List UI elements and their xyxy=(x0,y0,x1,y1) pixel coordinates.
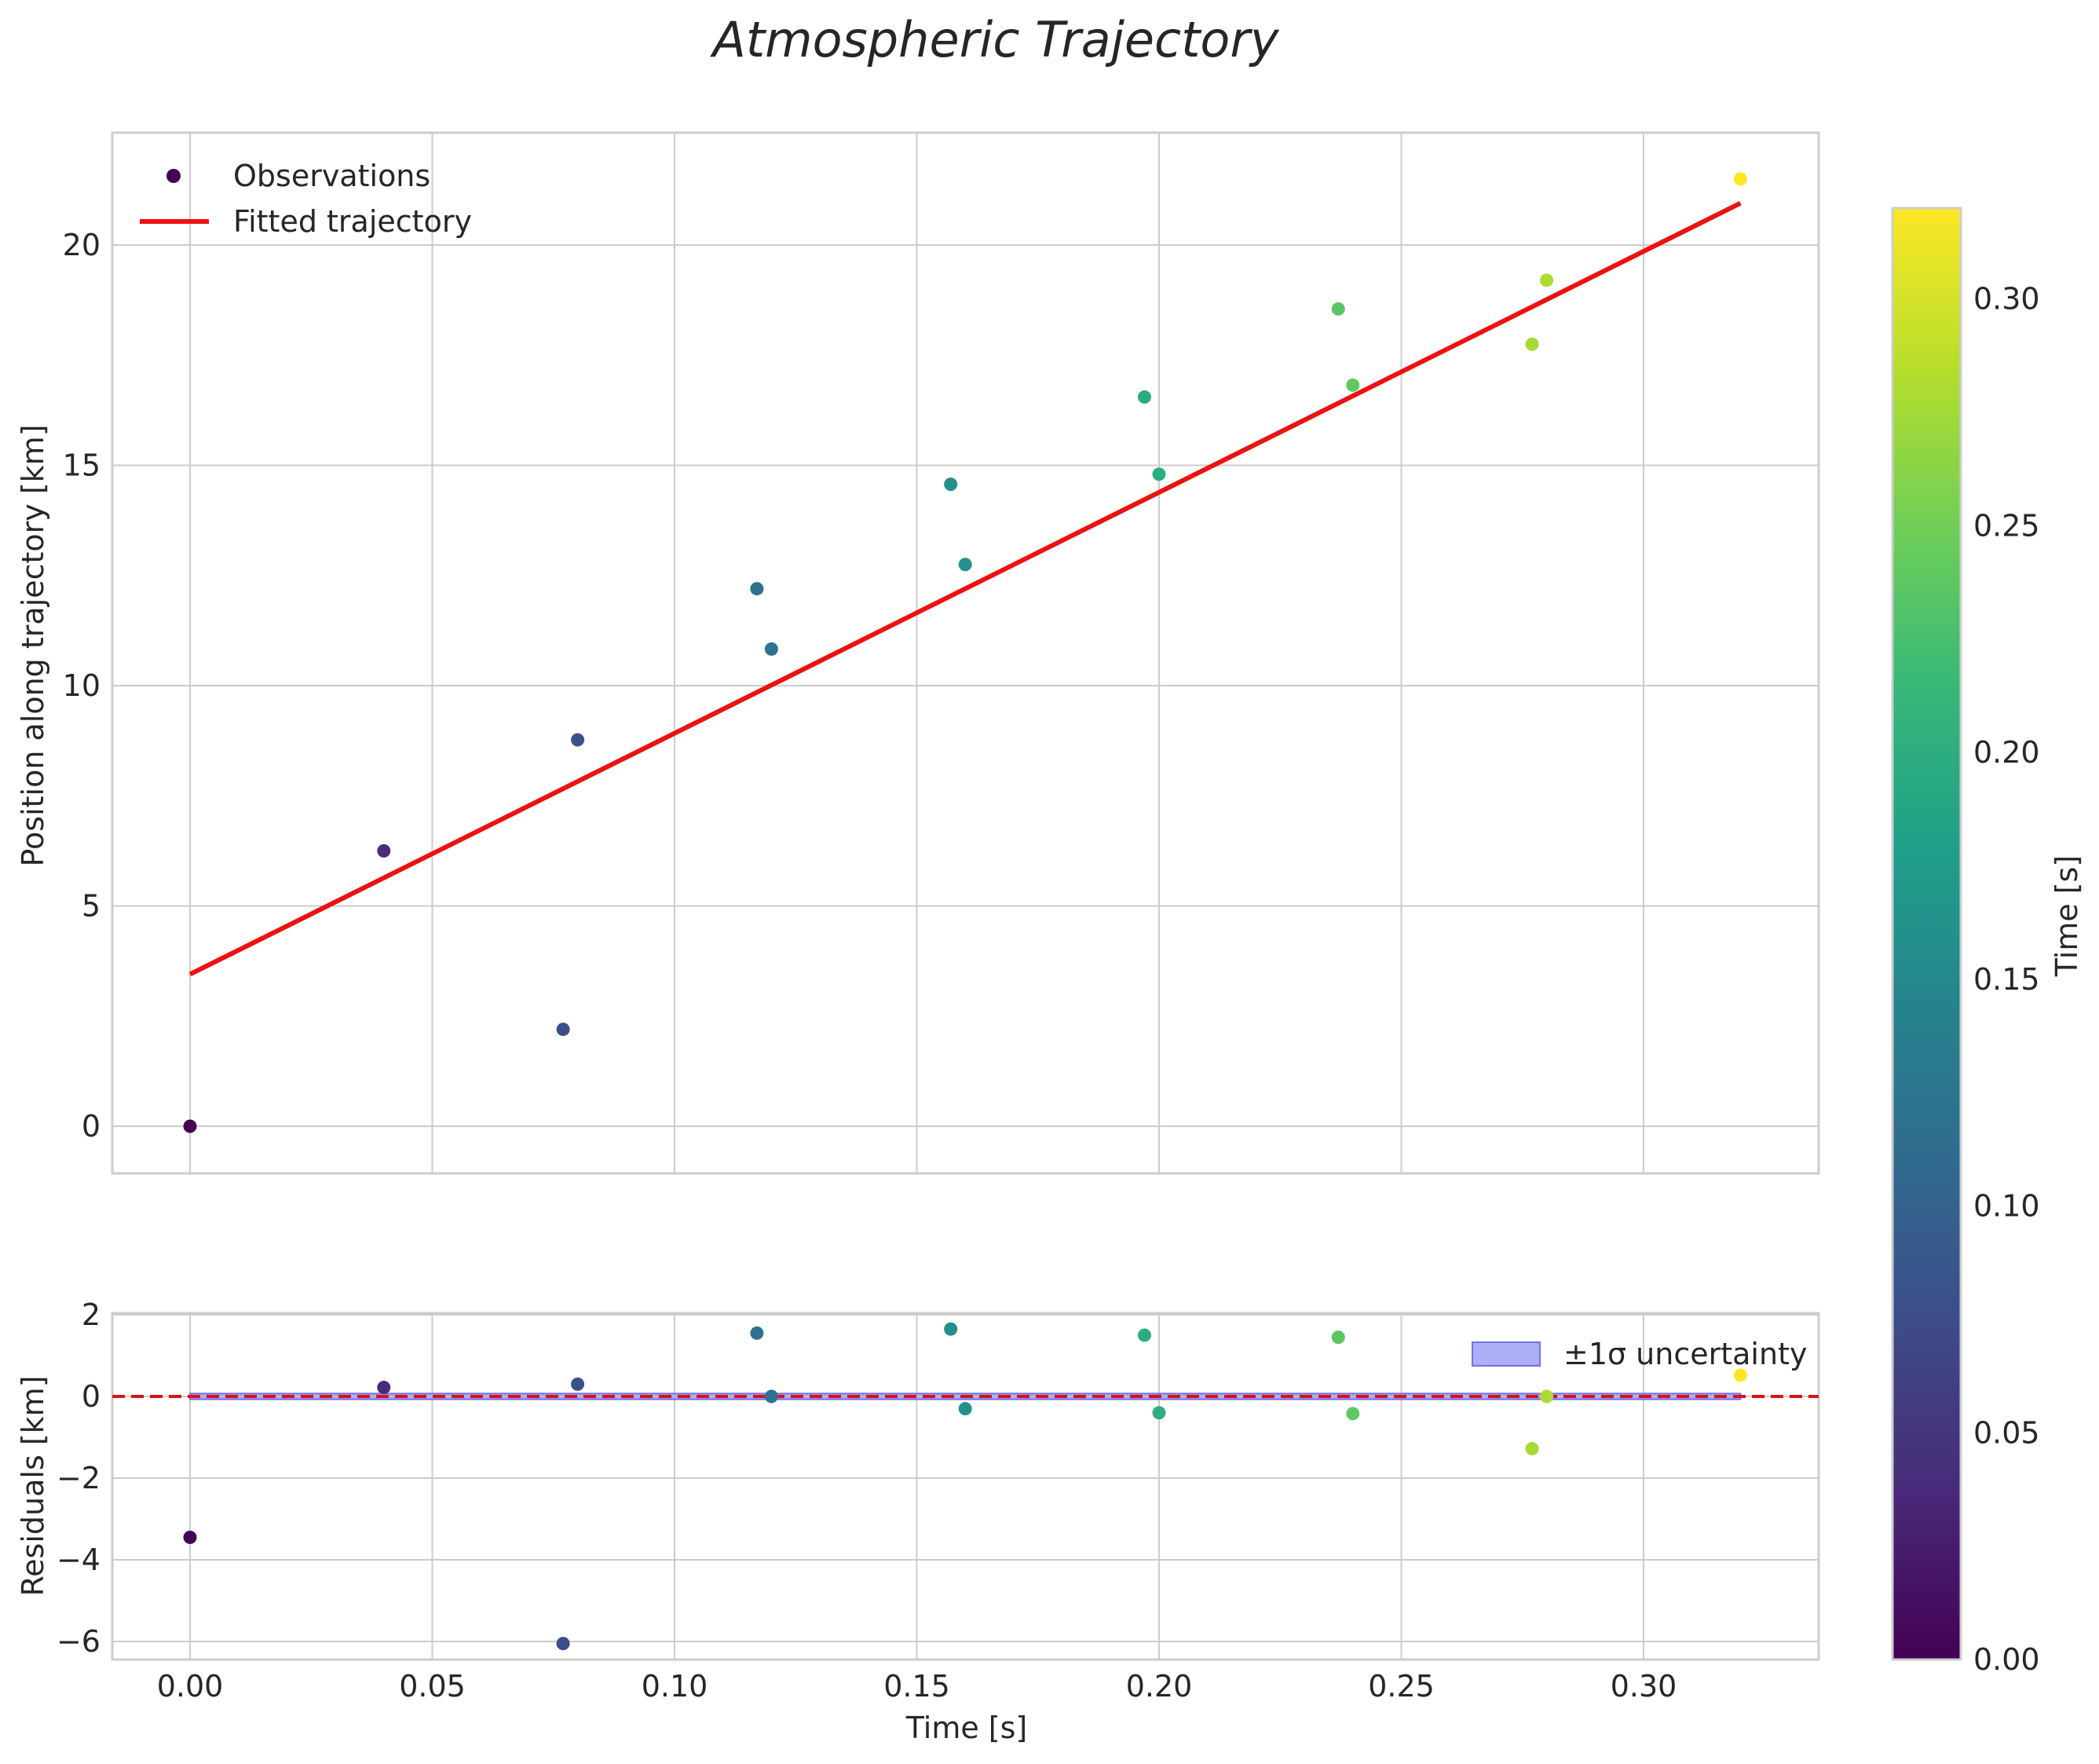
main-legend: Observations Fitted trajectory xyxy=(140,159,472,239)
main-frame xyxy=(111,131,1820,1175)
residual-point xyxy=(1331,1330,1345,1345)
x-tick-label: 0.25 xyxy=(1368,1669,1435,1704)
colorbar-label: Time [s] xyxy=(2050,855,2084,978)
x-tick-label: 0.30 xyxy=(1611,1669,1677,1704)
residual-point xyxy=(1346,1407,1360,1421)
legend-band-swatch xyxy=(1472,1341,1541,1367)
observation-point xyxy=(183,1119,197,1133)
observation-point xyxy=(556,1023,570,1037)
colorbar-tick-label: 0.00 xyxy=(1973,1642,2040,1677)
main-y-tick-label: 0 xyxy=(82,1109,101,1144)
main-y-tick-label: 20 xyxy=(63,228,101,262)
colorbar-tick-label: 0.10 xyxy=(1973,1189,2040,1224)
x-axis-label: Time [s] xyxy=(905,1711,1028,1745)
residuals-legend: ±1σ uncertainty xyxy=(1472,1337,1807,1371)
observation-point xyxy=(750,582,764,596)
main-y-tick-label: 5 xyxy=(82,889,101,924)
legend-observations-label: Observations xyxy=(233,159,430,193)
residuals-frame xyxy=(111,1312,1820,1661)
main-plot-area xyxy=(112,133,1819,1173)
legend-band-label: ±1σ uncertainty xyxy=(1563,1337,1807,1371)
residuals-y-tick-label: 0 xyxy=(82,1379,101,1414)
main-y-tick-label: 10 xyxy=(63,668,101,703)
colorbar: 0.00 0.05 0.10 0.15 0.20 0.25 0.30 xyxy=(1891,207,2040,1677)
residual-point xyxy=(377,1381,391,1395)
colorbar-tick-label: 0.30 xyxy=(1973,282,2040,317)
observation-point xyxy=(1346,378,1360,392)
residuals-y-tick-label: 2 xyxy=(82,1297,101,1332)
x-tick-label: 0.00 xyxy=(157,1669,224,1704)
observation-point xyxy=(944,478,958,492)
residual-point xyxy=(571,1377,585,1391)
residual-point xyxy=(183,1530,197,1544)
residuals-y-axis-label: Residuals [km] xyxy=(16,1375,50,1596)
main-y-axis-label: Position along trajectory [km] xyxy=(16,424,50,866)
residuals-y-tick-label: −6 xyxy=(57,1624,101,1659)
residuals-plot-area xyxy=(112,1313,1819,1660)
x-tick-label: 0.10 xyxy=(642,1669,708,1704)
x-tick-label: 0.15 xyxy=(883,1669,950,1704)
residuals-panel: 0.00 0.05 0.10 0.15 0.20 0.25 0.30 −6 −4 −2 0 2 xyxy=(57,1297,1820,1704)
residual-point xyxy=(1525,1442,1539,1456)
residual-point xyxy=(1733,1368,1747,1382)
residual-point xyxy=(764,1389,778,1404)
legend-observations-marker xyxy=(166,169,181,183)
main-panel: 0 5 10 15 20 xyxy=(63,131,1820,1175)
observation-point xyxy=(1152,467,1166,481)
colorbar-tick-label: 0.15 xyxy=(1973,962,2040,997)
observation-point xyxy=(377,844,391,858)
main-y-tick-label: 15 xyxy=(63,448,101,483)
observation-point xyxy=(1137,390,1151,404)
observation-point xyxy=(764,642,778,656)
residual-point xyxy=(556,1637,570,1651)
residual-point xyxy=(958,1402,972,1416)
x-tick-label: 0.20 xyxy=(1126,1669,1193,1704)
observation-point xyxy=(1331,302,1345,316)
residual-point xyxy=(1137,1328,1151,1342)
colorbar-tick-label: 0.25 xyxy=(1973,508,2040,543)
observation-point xyxy=(571,733,585,747)
chart-title: Atmospheric Trajectory xyxy=(709,11,1279,68)
residuals-y-tick-label: −2 xyxy=(57,1461,101,1495)
residual-point xyxy=(1540,1389,1554,1404)
observation-point xyxy=(1540,273,1554,287)
colorbar-tick-label: 0.05 xyxy=(1973,1415,2040,1450)
residual-point xyxy=(944,1322,958,1336)
legend-fit-label: Fitted trajectory xyxy=(233,204,472,239)
observation-point xyxy=(1733,172,1747,186)
colorbar-tick-label: 0.20 xyxy=(1973,735,2040,770)
x-tick-label: 0.05 xyxy=(399,1669,466,1704)
residual-point xyxy=(1152,1406,1166,1420)
observation-point xyxy=(1525,337,1539,351)
residual-point xyxy=(750,1326,764,1340)
observation-point xyxy=(958,558,972,572)
fitted-trajectory-line xyxy=(188,201,1742,977)
residuals-y-tick-label: −4 xyxy=(57,1543,101,1577)
colorbar-scale xyxy=(1891,207,1962,1661)
